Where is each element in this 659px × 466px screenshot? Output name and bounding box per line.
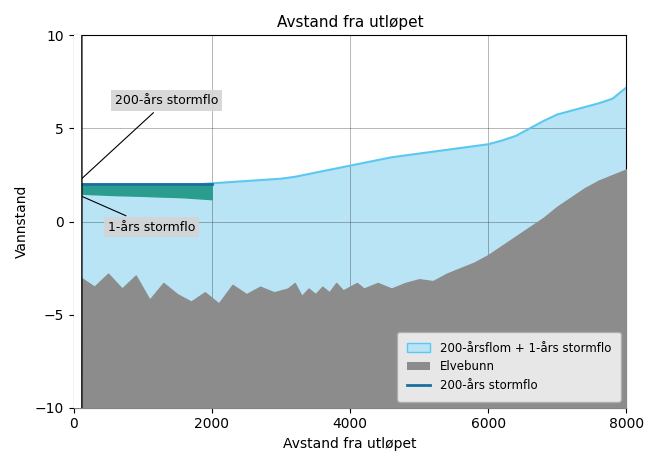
- Circle shape: [65, 0, 82, 466]
- Title: Avstand fra utløpet: Avstand fra utløpet: [277, 15, 423, 30]
- X-axis label: Avstand fra utløpet: Avstand fra utløpet: [283, 437, 416, 451]
- Y-axis label: Vannstand: Vannstand: [15, 185, 29, 258]
- Text: 1-års stormflo: 1-års stormflo: [78, 195, 196, 233]
- Legend: 200-årsflom + 1-års stormflo, Elvebunn, 200-års stormflo: 200-årsflom + 1-års stormflo, Elvebunn, …: [397, 332, 621, 402]
- Circle shape: [65, 0, 82, 466]
- Text: 200-års stormflo: 200-års stormflo: [78, 94, 218, 182]
